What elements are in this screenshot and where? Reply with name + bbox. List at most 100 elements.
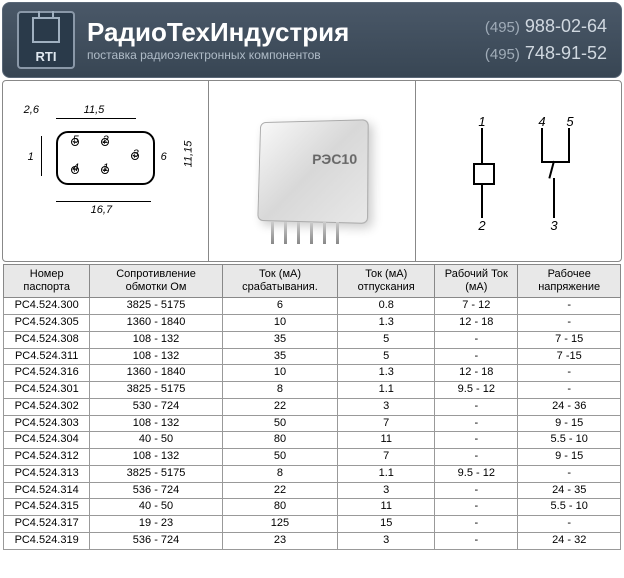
table-cell: 11 xyxy=(338,432,435,449)
table-cell: РС4.524.305 xyxy=(4,315,90,332)
table-cell: - xyxy=(518,365,621,382)
table-cell: 536 - 724 xyxy=(90,532,222,549)
logo-chip-icon xyxy=(32,17,60,43)
table-cell: РС4.524.302 xyxy=(4,398,90,415)
table-cell: 8 xyxy=(222,465,338,482)
table-header: Рабочее напряжение xyxy=(518,265,621,298)
logo: RTI xyxy=(17,11,75,69)
table-cell: 3 xyxy=(338,532,435,549)
table-cell: 536 - 724 xyxy=(90,482,222,499)
table-row: РС4.524.3003825 - 517560.87 - 12- xyxy=(4,298,621,315)
table-cell: 1.1 xyxy=(338,382,435,399)
table-cell: РС4.524.319 xyxy=(4,532,90,549)
table-cell: 9 - 15 xyxy=(518,415,621,432)
table-cell: - xyxy=(518,315,621,332)
table-cell: 5 xyxy=(338,348,435,365)
table-header: Ток (мА) срабатывания. xyxy=(222,265,338,298)
table-row: РС4.524.3013825 - 517581.19.5 - 12- xyxy=(4,382,621,399)
table-cell: 15 xyxy=(338,516,435,533)
table-cell: 35 xyxy=(222,331,338,348)
table-cell: 24 - 35 xyxy=(518,482,621,499)
table-cell: 1360 - 1840 xyxy=(90,315,222,332)
table-cell: 5.5 - 10 xyxy=(518,499,621,516)
table-cell: 108 - 132 xyxy=(90,348,222,365)
table-row: РС4.524.302530 - 724223-24 - 36 xyxy=(4,398,621,415)
phone-1: (495) 988-02-64 xyxy=(485,13,607,40)
table-cell: 19 - 23 xyxy=(90,516,222,533)
header: RTI РадиоТехИндустрия поставка радиоэлек… xyxy=(2,2,622,78)
table-cell: 125 xyxy=(222,516,338,533)
table-cell: 35 xyxy=(222,348,338,365)
table-cell: 10 xyxy=(222,365,338,382)
table-cell: 7 xyxy=(338,415,435,432)
table-cell: - xyxy=(435,532,518,549)
header-text: РадиоТехИндустрия поставка радиоэлектрон… xyxy=(87,18,473,63)
table-cell: РС4.524.304 xyxy=(4,432,90,449)
table-cell: 50 xyxy=(222,415,338,432)
phone-2: (495) 748-91-52 xyxy=(485,40,607,67)
images-row: 5 2 3 4 1 2,6 11,5 1 6 11,15 16,7 РЭС10 xyxy=(2,80,622,262)
table-cell: - xyxy=(435,432,518,449)
company-name: РадиоТехИндустрия xyxy=(87,18,473,47)
table-cell: 7 - 15 xyxy=(518,331,621,348)
table-cell: 40 - 50 xyxy=(90,499,222,516)
table-row: РС4.524.314536 - 724223-24 - 35 xyxy=(4,482,621,499)
table-cell: 7 xyxy=(338,449,435,466)
table-cell: РС4.524.301 xyxy=(4,382,90,399)
table-cell: 23 xyxy=(222,532,338,549)
table-cell: - xyxy=(518,382,621,399)
table-cell: 3 xyxy=(338,398,435,415)
table-cell: РС4.524.317 xyxy=(4,516,90,533)
table-cell: 1.3 xyxy=(338,315,435,332)
table-row: РС4.524.312108 - 132507-9 - 15 xyxy=(4,449,621,466)
table-cell: 50 xyxy=(222,449,338,466)
relay-photo: РЭС10 xyxy=(209,81,415,261)
table-cell: - xyxy=(435,499,518,516)
table-row: РС4.524.30440 - 508011-5.5 - 10 xyxy=(4,432,621,449)
table-cell: РС4.524.300 xyxy=(4,298,90,315)
specs-table: Номер паспортаСопротивление обмотки ОмТо… xyxy=(3,264,621,550)
table-row: РС4.524.308108 - 132355-7 - 15 xyxy=(4,331,621,348)
table-cell: - xyxy=(518,516,621,533)
table-cell: 10 xyxy=(222,315,338,332)
table-cell: 40 - 50 xyxy=(90,432,222,449)
table-cell: 24 - 32 xyxy=(518,532,621,549)
table-row: РС4.524.3051360 - 1840101.312 - 18- xyxy=(4,315,621,332)
table-cell: 3825 - 5175 xyxy=(90,382,222,399)
table-row: РС4.524.311108 - 132355-7 -15 xyxy=(4,348,621,365)
table-cell: 80 xyxy=(222,432,338,449)
phone-block: (495) 988-02-64 (495) 748-91-52 xyxy=(485,13,607,67)
table-cell: 7 - 12 xyxy=(435,298,518,315)
table-row: РС4.524.3133825 - 517581.19.5 - 12- xyxy=(4,465,621,482)
table-row: РС4.524.303108 - 132507-9 - 15 xyxy=(4,415,621,432)
table-cell: РС4.524.316 xyxy=(4,365,90,382)
dimensional-drawing: 5 2 3 4 1 2,6 11,5 1 6 11,15 16,7 xyxy=(3,81,209,261)
table-cell: 22 xyxy=(222,398,338,415)
table-cell: РС4.524.315 xyxy=(4,499,90,516)
table-cell: 5.5 - 10 xyxy=(518,432,621,449)
table-cell: 9.5 - 12 xyxy=(435,382,518,399)
table-cell: 530 - 724 xyxy=(90,398,222,415)
table-cell: - xyxy=(435,331,518,348)
table-cell: - xyxy=(435,516,518,533)
table-cell: 108 - 132 xyxy=(90,449,222,466)
schematic: 1 4 5 2 3 xyxy=(416,81,621,261)
table-cell: 5 xyxy=(338,331,435,348)
table-cell: РС4.524.314 xyxy=(4,482,90,499)
table-cell: 22 xyxy=(222,482,338,499)
tagline: поставка радиоэлектронных компонентов xyxy=(87,48,473,62)
table-cell: 6 xyxy=(222,298,338,315)
table-cell: 3 xyxy=(338,482,435,499)
table-cell: РС4.524.303 xyxy=(4,415,90,432)
table-cell: 108 - 132 xyxy=(90,331,222,348)
table-cell: 7 -15 xyxy=(518,348,621,365)
table-cell: 1360 - 1840 xyxy=(90,365,222,382)
table-cell: 80 xyxy=(222,499,338,516)
table-cell: - xyxy=(518,298,621,315)
table-cell: 1.3 xyxy=(338,365,435,382)
table-cell: 24 - 36 xyxy=(518,398,621,415)
table-row: РС4.524.3161360 - 1840101.312 - 18- xyxy=(4,365,621,382)
table-header: Рабочий Ток (мА) xyxy=(435,265,518,298)
table-cell: 8 xyxy=(222,382,338,399)
table-row: РС4.524.31719 - 2312515-- xyxy=(4,516,621,533)
